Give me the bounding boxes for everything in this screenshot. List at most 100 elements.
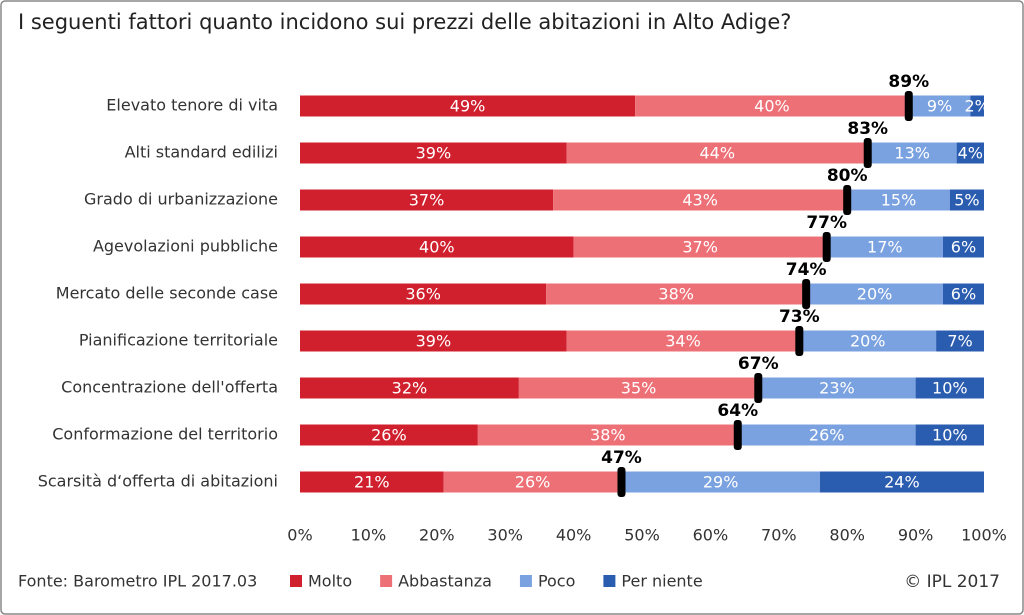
bar-segment [806, 283, 943, 305]
legend-label: Abbastanza [398, 572, 492, 591]
bar-segment [300, 283, 547, 305]
value-label: 39% [416, 332, 452, 351]
x-tick-label: 30% [487, 526, 523, 545]
value-label: 10% [932, 379, 968, 398]
bar-segment [573, 236, 827, 258]
y-tick-label: Grado di urbanizzazione [84, 190, 278, 209]
bar-segment [621, 471, 820, 493]
value-label: 29% [703, 473, 739, 492]
total-label: 74% [786, 260, 827, 280]
total-label: 47% [601, 448, 642, 468]
value-label: 23% [819, 379, 855, 398]
total-marker [822, 232, 831, 262]
legend-label: Molto [308, 572, 352, 591]
source: Fonte: Barometro IPL 2017.03 [18, 572, 257, 591]
bar-segment [477, 424, 738, 446]
bar-segment [847, 189, 950, 211]
x-tick-label: 50% [624, 526, 660, 545]
value-label: 38% [658, 285, 694, 304]
y-tick-label: Conformazione del territorio [52, 425, 278, 444]
bar-segment [300, 142, 567, 164]
bar-segment [300, 330, 567, 352]
value-label: 13% [894, 144, 930, 163]
bar-segment [566, 330, 800, 352]
x-tick-label: 100% [961, 526, 1007, 545]
value-label: 39% [416, 144, 452, 163]
total-label: 73% [779, 307, 820, 327]
bar-segment [942, 283, 984, 305]
value-label: 26% [809, 426, 845, 445]
x-tick-label: 90% [898, 526, 934, 545]
value-label: 26% [371, 426, 407, 445]
bar-segment [300, 236, 574, 258]
value-label: 36% [405, 285, 441, 304]
value-label: 34% [665, 332, 701, 351]
x-tick-label: 20% [419, 526, 455, 545]
value-label: 37% [409, 191, 445, 210]
total-label: 77% [806, 213, 847, 233]
bar-segment [300, 471, 444, 493]
total-marker [617, 467, 626, 497]
value-label: 49% [450, 97, 486, 116]
value-label: 40% [419, 238, 455, 257]
value-label: 40% [754, 97, 790, 116]
y-tick-label: Mercato delle seconde case [56, 284, 278, 303]
value-label: 6% [951, 285, 976, 304]
value-label: 20% [857, 285, 893, 304]
x-tick-label: 70% [761, 526, 797, 545]
bar-segment [819, 471, 984, 493]
total-label: 83% [847, 119, 888, 139]
legend-swatch [519, 575, 532, 587]
bar-segment [942, 236, 984, 258]
bar-segment [826, 236, 943, 258]
bar-segment [758, 377, 916, 399]
x-tick-label: 10% [351, 526, 387, 545]
bar-segment [553, 189, 848, 211]
chart-title: I seguenti fattori quanto incidono sui p… [18, 10, 792, 34]
total-marker [795, 326, 804, 356]
bar-segment [737, 424, 916, 446]
y-tick-label: Scarsità d‘offerta di abitazioni [38, 472, 278, 491]
bar-segment [635, 95, 909, 117]
bar-segment [936, 330, 984, 352]
legend-swatch [603, 575, 616, 587]
bar-segment [949, 189, 984, 211]
x-tick-label: 60% [693, 526, 729, 545]
bar-segment [970, 95, 984, 117]
x-tick-label: 0% [287, 526, 312, 545]
bar-segment [566, 142, 868, 164]
value-label: 6% [951, 238, 976, 257]
bar-segment [799, 330, 937, 352]
value-label: 9% [927, 97, 952, 116]
value-label: 5% [954, 191, 979, 210]
y-tick-label: Alti standard edilizi [125, 143, 278, 162]
y-tick-label: Concentrazione dell'offerta [61, 378, 278, 397]
legend-swatch [290, 575, 302, 587]
value-label: 26% [515, 473, 551, 492]
y-tick-label: Agevolazioni pubbliche [93, 237, 278, 256]
y-tick-label: Elevato tenore di vita [106, 96, 278, 115]
value-label: 2% [964, 97, 989, 116]
value-label: 35% [621, 379, 657, 398]
bar-segment [908, 95, 971, 117]
bar-segment [546, 283, 807, 305]
total-marker [754, 373, 763, 403]
value-label: 15% [881, 191, 917, 210]
value-label: 38% [590, 426, 626, 445]
value-label: 10% [932, 426, 968, 445]
bar-segment [915, 424, 984, 446]
value-label: 17% [867, 238, 903, 257]
value-label: 20% [850, 332, 886, 351]
total-marker [733, 420, 742, 450]
bar-segment [956, 142, 984, 164]
bar-segment [915, 377, 984, 399]
total-marker [843, 185, 852, 215]
value-label: 24% [884, 473, 920, 492]
bar-segment [300, 424, 478, 446]
bar-segment [300, 377, 519, 399]
bar-segment [518, 377, 759, 399]
value-label: 44% [699, 144, 735, 163]
